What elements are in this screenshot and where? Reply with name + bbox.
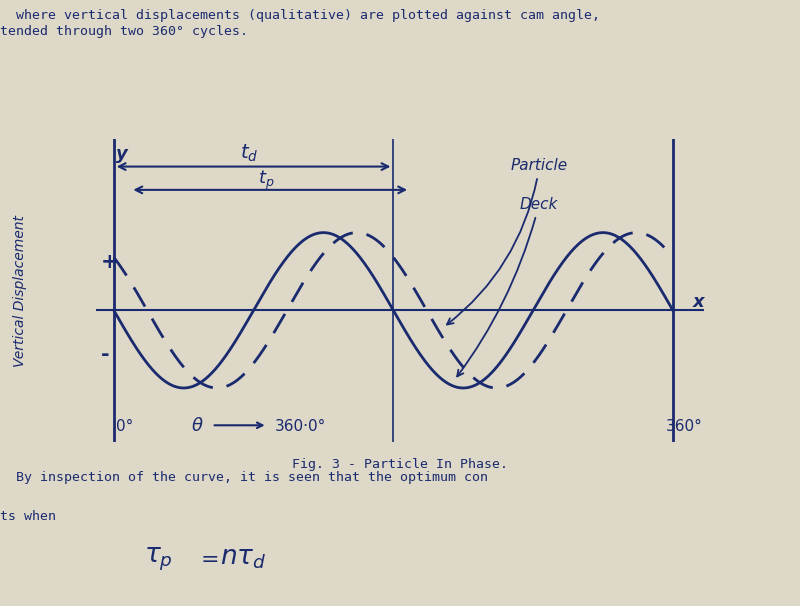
Text: 360°: 360° (666, 419, 703, 434)
Text: $\theta$: $\theta$ (190, 417, 203, 435)
Text: Vertical Displacement: Vertical Displacement (13, 215, 27, 367)
Text: $\tau_p$: $\tau_p$ (144, 545, 173, 573)
Text: tended through two 360° cycles.: tended through two 360° cycles. (0, 25, 248, 38)
Text: +: + (101, 251, 118, 271)
Text: 0°: 0° (116, 419, 134, 434)
Text: $=$: $=$ (196, 548, 218, 568)
Text: $t_p$: $t_p$ (258, 168, 274, 191)
Text: $n\tau_d$: $n\tau_d$ (220, 545, 266, 571)
Text: where vertical displacements (qualitative) are plotted against cam angle,: where vertical displacements (qualitativ… (16, 9, 600, 22)
Text: y: y (116, 145, 128, 163)
Text: 360·0°: 360·0° (274, 419, 326, 434)
Text: ts when: ts when (0, 510, 56, 523)
Text: Fig. 3 - Particle In Phase.: Fig. 3 - Particle In Phase. (292, 458, 508, 470)
Text: $t_d$: $t_d$ (240, 143, 258, 164)
Text: x: x (693, 293, 705, 311)
Text: Particle: Particle (447, 158, 568, 324)
Text: -: - (101, 345, 109, 365)
Text: Deck: Deck (457, 198, 558, 376)
Text: By inspection of the curve, it is seen that the optimum con: By inspection of the curve, it is seen t… (16, 471, 488, 484)
